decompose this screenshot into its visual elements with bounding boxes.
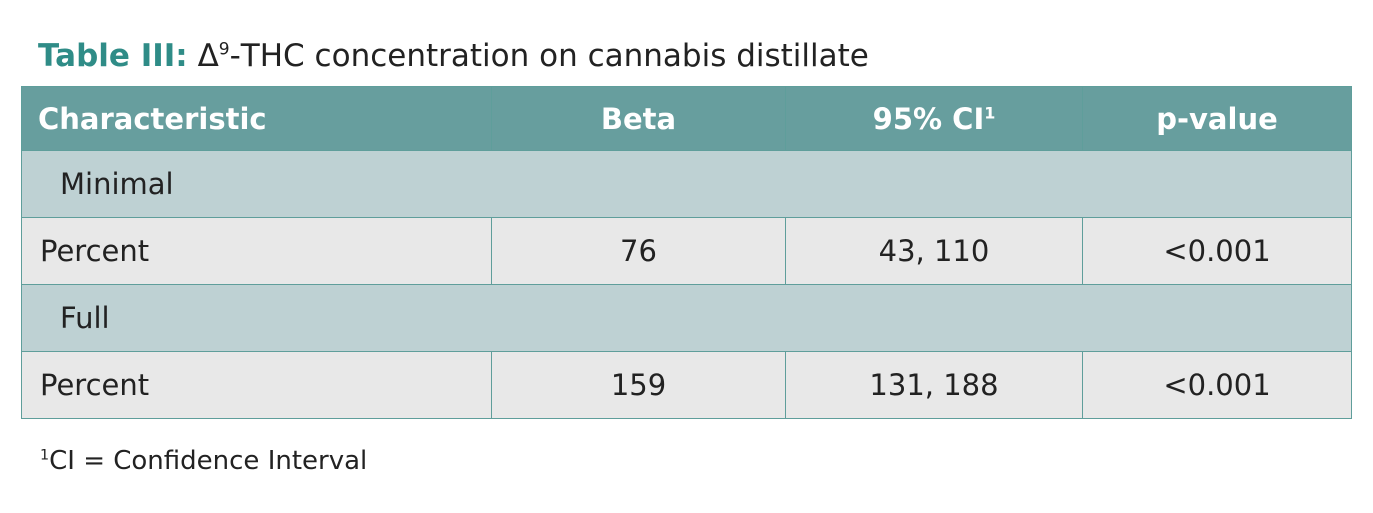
group-row-minimal: Minimal — [21, 150, 1352, 218]
header-ci: 95% CI1 — [785, 86, 1083, 151]
cell-beta: 159 — [491, 351, 786, 419]
table-title: Table III: Δ9-THC concentration on canna… — [38, 36, 869, 76]
cell-characteristic: Percent — [21, 351, 492, 419]
header-p-value: p-value — [1082, 86, 1352, 151]
group-label: Minimal — [21, 150, 1352, 218]
title-text: -THC concentration on cannabis distillat… — [229, 38, 869, 74]
footnote-superscript: 1 — [40, 447, 50, 464]
title-superscript: 9 — [218, 39, 230, 60]
table-row: Percent 76 43, 110 <0.001 — [21, 217, 1352, 285]
cell-p-value: <0.001 — [1082, 351, 1352, 419]
header-ci-label: 95% CI — [872, 101, 985, 136]
header-row: Characteristic Beta 95% CI1 p-value — [21, 86, 1352, 151]
delta-symbol: Δ — [197, 38, 219, 74]
table-row: Percent 159 131, 188 <0.001 — [21, 351, 1352, 419]
results-table: Characteristic Beta 95% CI1 p-value Mini… — [21, 86, 1352, 419]
table-footnote: 1CI = Confidence Interval — [40, 444, 367, 478]
footnote-text: CI = Confidence Interval — [49, 446, 368, 476]
group-label: Full — [21, 284, 1352, 352]
header-characteristic: Characteristic — [21, 86, 492, 151]
cell-ci: 131, 188 — [785, 351, 1083, 419]
header-ci-superscript: 1 — [984, 102, 996, 122]
cell-beta: 76 — [491, 217, 786, 285]
cell-ci: 43, 110 — [785, 217, 1083, 285]
header-beta: Beta — [491, 86, 786, 151]
cell-characteristic: Percent — [21, 217, 492, 285]
group-row-full: Full — [21, 284, 1352, 352]
cell-p-value: <0.001 — [1082, 217, 1352, 285]
table-number-label: Table III: — [38, 38, 188, 74]
